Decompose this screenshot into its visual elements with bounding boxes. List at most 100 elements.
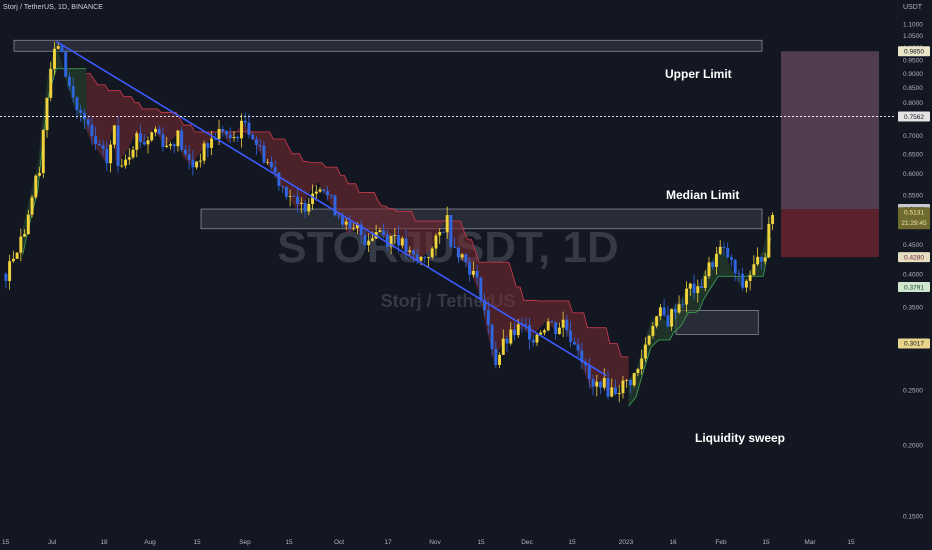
candle-body <box>408 250 412 252</box>
candle-body <box>157 128 161 135</box>
price-tick: 0.8500 <box>903 85 923 92</box>
candle-body <box>456 247 460 258</box>
candle-body <box>187 154 191 160</box>
candle-body <box>105 148 109 164</box>
candle-body <box>572 342 576 345</box>
time-tick: Dec <box>521 539 533 546</box>
target-box <box>781 51 879 210</box>
candle-body <box>135 133 139 150</box>
stop-box <box>781 209 879 258</box>
candle-body <box>449 215 453 247</box>
candle-body <box>8 261 12 281</box>
supertrend-up-line-1 <box>628 238 772 407</box>
candle-body <box>228 134 232 138</box>
candle-body <box>206 143 210 148</box>
candle-body <box>243 120 247 123</box>
time-tick: Aug <box>144 539 156 546</box>
time-tick: 18 <box>100 539 108 546</box>
candle-body <box>210 138 214 148</box>
candle-body <box>434 235 438 249</box>
candle-body <box>341 216 344 225</box>
candle-body <box>19 236 23 253</box>
candle-body <box>30 197 34 215</box>
candle-body <box>333 195 337 216</box>
candle-body <box>423 256 427 258</box>
candle-body <box>441 232 445 233</box>
candle-body <box>681 304 685 306</box>
candle-body <box>726 247 730 258</box>
supertrend-down-line <box>86 73 629 358</box>
candle-body <box>23 234 27 237</box>
candle-body <box>26 214 30 235</box>
candle-body <box>86 119 90 125</box>
candle-body <box>75 97 79 111</box>
candle-body <box>299 202 303 205</box>
price-tick: 1.1000 <box>903 22 923 29</box>
trendline <box>55 40 607 377</box>
candle-body <box>486 310 490 325</box>
candle-body <box>198 160 202 162</box>
candle-body <box>303 202 307 212</box>
candle-body <box>180 130 184 150</box>
candle-body <box>692 283 696 294</box>
time-tick: 2023 <box>619 539 634 546</box>
candle-body <box>71 86 75 98</box>
candle-body <box>516 324 520 336</box>
candle-body <box>183 149 187 155</box>
price-badge <box>898 252 930 263</box>
candle-body <box>531 339 535 343</box>
candle-body <box>419 256 423 261</box>
price-badge-text: 0.3791 <box>904 284 924 291</box>
candle-body <box>221 129 225 132</box>
candle-body <box>427 256 430 258</box>
candle-body <box>430 248 434 257</box>
candle-body <box>554 322 558 334</box>
price-badge <box>898 282 930 293</box>
time-tick: 15 <box>193 539 201 546</box>
candle-body <box>614 387 617 395</box>
time-tick: Oct <box>334 539 344 546</box>
candle-body <box>696 286 700 294</box>
candle-body <box>468 262 472 275</box>
candle-body <box>131 149 135 158</box>
price-tick: 0.9000 <box>903 71 923 78</box>
candle-body <box>15 252 19 259</box>
upper-limit-label: Upper Limit <box>665 67 732 81</box>
candle-body <box>277 172 281 187</box>
candle-body <box>733 259 737 274</box>
time-tick: 16 <box>669 539 677 546</box>
time-tick: 17 <box>384 539 392 546</box>
candle-body <box>53 48 56 69</box>
candle-body <box>677 304 681 313</box>
candle-body <box>90 124 94 137</box>
candle-body <box>718 246 722 254</box>
candle-body <box>329 195 333 197</box>
candle-body <box>756 256 760 265</box>
price-axis[interactable]: 1.10001.05001.00000.95000.90000.85000.80… <box>903 22 923 521</box>
candle-body <box>628 379 632 386</box>
candle-body <box>262 145 266 163</box>
candle-body <box>602 378 606 388</box>
time-axis[interactable]: 15 Jul 18 Aug 15 Sep 15 Oct 17 Nov 15 Dec 15 2023 16 Fe… <box>2 539 855 546</box>
candle-body <box>453 246 457 248</box>
candle-body <box>501 338 505 355</box>
symbol-header: Storj / TetherUS, 1D, BINANCE <box>3 4 104 11</box>
candle-body <box>258 144 262 146</box>
candle-body <box>685 288 689 305</box>
time-tick: 15 <box>285 539 293 546</box>
candle-body <box>729 257 733 260</box>
candle-body <box>673 309 677 313</box>
liquidity-zone <box>675 309 759 335</box>
candle-body <box>225 131 228 135</box>
candle-body <box>550 321 554 323</box>
price-tick: 1.0500 <box>903 33 923 40</box>
candle-body <box>97 143 101 146</box>
candle-body <box>195 161 199 168</box>
candle-body <box>670 309 674 327</box>
candle-body <box>752 264 756 276</box>
candle-body <box>288 196 292 197</box>
time-tick: Mar <box>804 539 816 546</box>
candle-body <box>34 175 38 198</box>
candle-body <box>617 393 621 395</box>
